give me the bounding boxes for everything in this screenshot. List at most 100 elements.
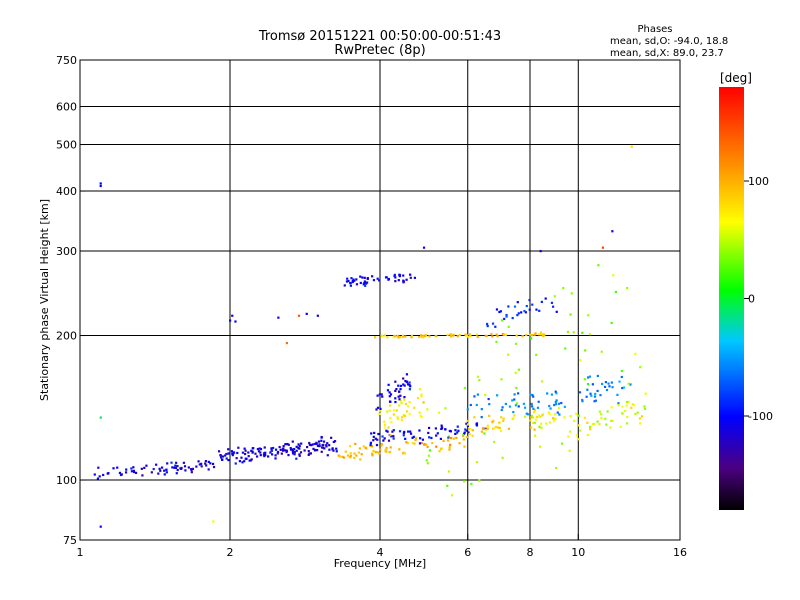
- data-point: [399, 394, 402, 397]
- data-point: [379, 409, 382, 412]
- data-point: [387, 383, 390, 386]
- data-point: [587, 376, 590, 379]
- data-point: [501, 456, 504, 459]
- data-point: [494, 426, 497, 429]
- x-tick-label: 8: [527, 546, 534, 559]
- data-point: [457, 429, 460, 432]
- data-point: [371, 454, 374, 457]
- data-point: [316, 444, 320, 448]
- data-point: [643, 405, 646, 408]
- data-point: [389, 393, 393, 396]
- data-point: [289, 447, 292, 450]
- data-point: [537, 414, 541, 417]
- data-point: [454, 432, 457, 435]
- data-point: [626, 415, 629, 419]
- data-point: [589, 425, 592, 428]
- data-point: [553, 295, 556, 298]
- data-point: [212, 465, 216, 469]
- data-point: [359, 281, 362, 285]
- data-point: [426, 408, 429, 411]
- data-point: [428, 335, 431, 338]
- data-point: [166, 462, 169, 465]
- data-point: [403, 384, 406, 387]
- data-point: [446, 439, 450, 442]
- data-point: [536, 406, 540, 409]
- data-point: [561, 442, 564, 445]
- data-point: [550, 301, 554, 304]
- data-point: [408, 388, 411, 391]
- data-point: [500, 408, 503, 412]
- data-point: [556, 411, 559, 414]
- data-point: [256, 447, 259, 451]
- data-point: [219, 456, 223, 459]
- data-point: [102, 473, 105, 477]
- data-point: [381, 334, 384, 337]
- data-point: [587, 314, 590, 317]
- data-point: [596, 389, 599, 393]
- data-point: [209, 462, 212, 465]
- data-point: [465, 435, 468, 439]
- data-point: [469, 403, 472, 407]
- colorbar-tick-label: 0: [748, 293, 755, 306]
- data-point: [484, 394, 487, 397]
- data-point: [359, 275, 362, 278]
- data-point: [401, 416, 404, 419]
- data-point: [462, 433, 465, 437]
- data-point: [540, 300, 543, 304]
- data-point: [543, 334, 546, 337]
- data-point: [411, 436, 414, 439]
- data-point: [399, 400, 403, 403]
- data-point: [555, 392, 558, 395]
- data-point: [639, 366, 642, 369]
- data-point: [539, 250, 542, 253]
- data-point: [463, 445, 466, 448]
- data-point: [225, 457, 228, 460]
- data-point: [298, 454, 301, 457]
- data-point: [495, 308, 499, 311]
- data-point: [413, 406, 416, 409]
- data-point: [517, 312, 520, 315]
- data-point: [93, 473, 96, 476]
- data-point: [373, 431, 376, 435]
- data-point: [532, 395, 535, 398]
- data-point: [554, 413, 557, 416]
- data-point: [107, 472, 110, 475]
- x-tick-label: 1: [77, 546, 84, 559]
- data-point: [414, 437, 418, 440]
- data-point: [604, 417, 607, 420]
- data-point: [555, 466, 558, 470]
- data-point: [450, 494, 454, 497]
- phase-stats: Phases mean, sd,O: -94.0, 18.8 mean, sd,…: [610, 24, 728, 59]
- data-point: [392, 437, 395, 440]
- data-point: [390, 435, 393, 438]
- data-point: [403, 398, 406, 401]
- data-point: [130, 470, 134, 473]
- data-point: [539, 333, 543, 336]
- data-point: [364, 446, 367, 449]
- data-point: [548, 421, 552, 424]
- data-point: [275, 448, 278, 451]
- data-point: [270, 447, 273, 450]
- data-point: [259, 448, 263, 451]
- data-point: [396, 416, 399, 419]
- data-point: [160, 466, 164, 469]
- data-point: [130, 467, 133, 470]
- data-point: [175, 461, 178, 464]
- phase-stats-o: mean, sd,O: -94.0, 18.8: [610, 36, 728, 47]
- data-point: [607, 382, 610, 385]
- data-point: [150, 471, 153, 474]
- data-point: [419, 437, 422, 440]
- data-point: [98, 475, 101, 478]
- data-point: [514, 371, 517, 375]
- data-point: [502, 417, 505, 420]
- data-point: [524, 415, 527, 418]
- data-point: [499, 310, 502, 313]
- data-point: [449, 443, 452, 446]
- data-point: [99, 182, 102, 185]
- data-point: [140, 467, 143, 470]
- data-point: [529, 333, 532, 336]
- data-point: [512, 417, 515, 420]
- data-point: [182, 461, 185, 464]
- data-point: [538, 445, 542, 448]
- data-point: [566, 330, 570, 334]
